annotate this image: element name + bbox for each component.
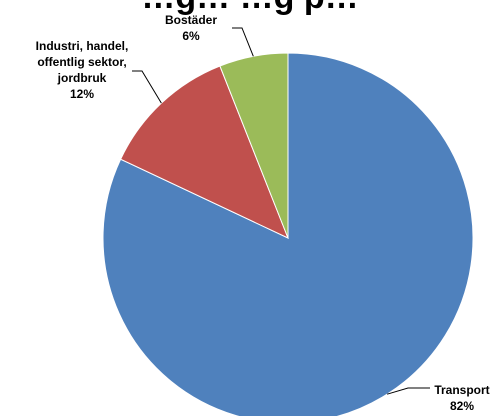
slice-label-industri-name-3: jordbruk [57,71,107,85]
pie-slice-industri [119,65,289,239]
leader-line-0 [386,387,430,395]
slice-label-bostader-pct: 6% [182,29,200,43]
chart-title: …g… …g p… [0,0,500,17]
pie-slice-bost-der [219,52,289,239]
slice-label-industri: Industri, handel, offentlig sektor, jord… [8,38,156,102]
leader-line-2 [232,27,254,57]
slice-label-industri-name-2: offentlig sektor, [37,55,127,69]
slice-label-industri-name-1: Industri, handel, [35,39,129,53]
slice-label-bostader-name: Bostäder [164,13,217,27]
leader-line-1 [132,70,162,104]
slice-label-transport-name: Transport [434,383,490,397]
slice-label-industri-pct: 12% [69,87,95,101]
slice-label-transport-pct: 82% [449,399,475,413]
slice-label-transport: Transport 82% [430,382,494,414]
slice-label-bostader: Bostäder 6% [160,12,222,44]
